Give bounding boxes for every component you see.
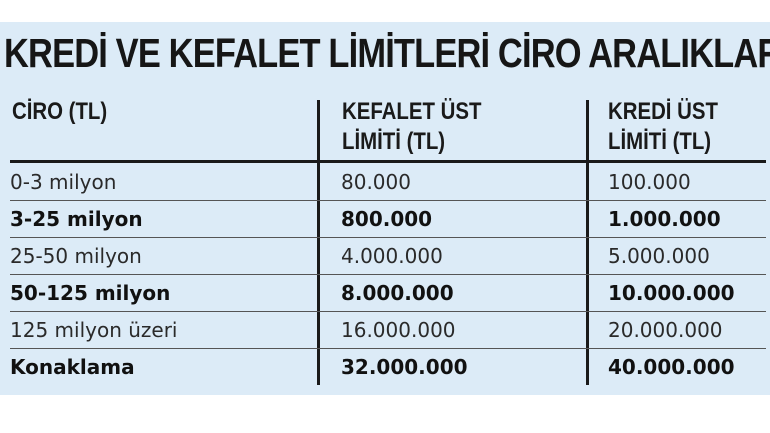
header-kredi-line2: LİMİTİ (TL): [608, 128, 712, 155]
header-kredi-line1: KREDİ ÜST: [608, 98, 718, 125]
cell-kefalet: 4.000.000: [341, 244, 443, 268]
cell-ciro: 3-25 milyon: [10, 207, 143, 231]
cell-ciro: 50-125 milyon: [10, 281, 171, 305]
header-kefalet-line1: KEFALET ÜST: [342, 98, 482, 125]
header-kefalet-line2: LİMİTİ (TL): [342, 128, 446, 155]
cell-ciro: 25-50 milyon: [10, 244, 142, 268]
cell-kredi: 1.000.000: [608, 207, 721, 231]
cell-kredi: 40.000.000: [608, 355, 735, 379]
cell-kefalet: 80.000: [341, 170, 411, 194]
row-divider: [10, 274, 766, 275]
column-divider-2: [586, 100, 589, 385]
table-panel: [0, 22, 770, 395]
cell-kredi: 100.000: [608, 170, 691, 194]
column-divider-1: [317, 100, 320, 385]
cell-ciro: 125 milyon üzeri: [10, 318, 178, 342]
row-divider: [10, 348, 766, 349]
cell-kefalet: 8.000.000: [341, 281, 454, 305]
header-ciro: CİRO (TL): [12, 98, 108, 125]
cell-kefalet: 32.000.000: [341, 355, 468, 379]
cell-kefalet: 800.000: [341, 207, 433, 231]
cell-ciro: Konaklama: [10, 355, 135, 379]
cell-kredi: 10.000.000: [608, 281, 735, 305]
cell-kefalet: 16.000.000: [341, 318, 456, 342]
cell-ciro: 0-3 milyon: [10, 170, 117, 194]
row-divider: [10, 237, 766, 238]
row-divider: [10, 311, 766, 312]
header-divider: [10, 160, 766, 163]
table-title: KREDİ VE KEFALET LİMİTLERİ CİRO ARALIKLA…: [4, 30, 770, 76]
cell-kredi: 5.000.000: [608, 244, 710, 268]
cell-kredi: 20.000.000: [608, 318, 723, 342]
row-divider: [10, 200, 766, 201]
